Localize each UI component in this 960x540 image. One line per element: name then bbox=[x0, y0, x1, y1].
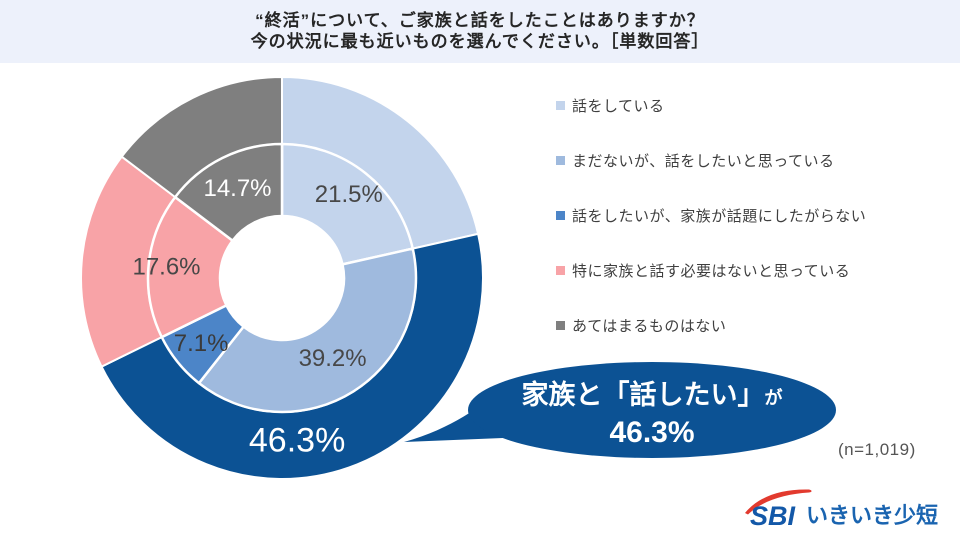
inner-ring-label-4: 14.7% bbox=[203, 175, 271, 202]
callout-bubble: 家族と「話したい」が 46.3% bbox=[404, 362, 836, 458]
title-line-2: 今の状況に最も近いものを選んでください。［単数回答］ bbox=[250, 32, 710, 51]
sample-size: (n=1,019) bbox=[838, 440, 916, 459]
legend-label: 話をしている bbox=[572, 97, 665, 115]
chart-legend: 話をしているまだないが、話をしたいと思っている話をしたいが、家族が話題にしたがら… bbox=[556, 96, 866, 371]
legend-label: まだないが、話をしたいと思っている bbox=[572, 152, 835, 170]
sbi-logo: SBI いきいき少短 bbox=[745, 489, 938, 531]
legend-label: あてはまるものはない bbox=[572, 317, 727, 335]
legend-item-3: 特に家族と話す必要はないと思っている bbox=[556, 261, 866, 280]
legend-swatch-icon bbox=[556, 320, 565, 330]
callout-line1: 家族と「話したい」が bbox=[522, 379, 783, 410]
inner-ring-label-1: 39.2% bbox=[299, 345, 367, 372]
callout-ellipse bbox=[468, 362, 836, 458]
legend-swatch-icon bbox=[556, 210, 565, 220]
legend-label: 特に家族と話す必要はないと思っている bbox=[572, 262, 851, 280]
sbi-logo-text: SBI bbox=[750, 501, 796, 531]
inner-ring-segment-0 bbox=[280, 142, 414, 266]
inner-ring-label-3: 17.6% bbox=[132, 253, 200, 280]
title-banner: “終活”について、ご家族と話をしたことはありますか？ 今の状況に最も近いものを選… bbox=[0, 0, 960, 63]
legend-item-0: 話をしている bbox=[556, 96, 866, 115]
legend-item-2: 話をしたいが、家族が話題にしたがらない bbox=[556, 206, 867, 225]
donut-rings: 46.3% 21.5% 39.2% 7.1% 17.6% 14.7% bbox=[80, 76, 484, 480]
legend-swatch-icon bbox=[556, 100, 565, 110]
legend-label: 話をしたいが、家族が話題にしたがらない bbox=[572, 207, 867, 225]
inner-ring-segment-1 bbox=[197, 247, 418, 414]
title-line-1: “終活”について、ご家族と話をしたことはありますか？ bbox=[255, 11, 705, 30]
callout-line2: 46.3% bbox=[609, 416, 694, 449]
outer-ring-label-1: 46.3% bbox=[249, 421, 345, 459]
legend-item-1: まだないが、話をしたいと思っている bbox=[556, 151, 866, 170]
legend-item-4: あてはまるものはない bbox=[556, 316, 866, 335]
logo-brand-text: いきいき少短 bbox=[806, 503, 938, 528]
legend-swatch-icon bbox=[556, 265, 565, 275]
inner-ring-label-2: 7.1% bbox=[174, 330, 229, 357]
legend-swatch-icon bbox=[556, 155, 565, 165]
inner-ring-segment-4 bbox=[173, 142, 284, 242]
inner-ring-segment-3 bbox=[146, 195, 234, 339]
inner-ring-label-0: 21.5% bbox=[315, 181, 383, 208]
sbi-swoosh-icon bbox=[745, 489, 812, 515]
